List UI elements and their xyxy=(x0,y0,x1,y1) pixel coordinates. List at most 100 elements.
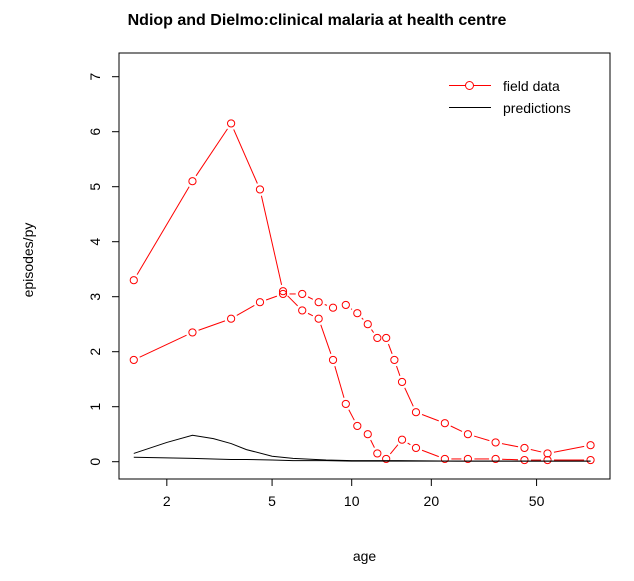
field-data-point xyxy=(363,320,372,329)
legend-item-field-data: field data xyxy=(449,75,571,97)
field-data-point xyxy=(255,185,265,194)
field-data-segment xyxy=(265,295,278,301)
black-line-icon xyxy=(449,107,491,108)
field-data-point xyxy=(341,399,350,409)
field-data-segment xyxy=(502,458,518,461)
field-data-segment xyxy=(530,448,542,453)
field-data-point xyxy=(188,328,197,337)
x-tick-label: 2 xyxy=(163,493,171,509)
field-data-point xyxy=(373,449,382,458)
field-data-point xyxy=(520,455,529,465)
field-data-segment xyxy=(450,425,463,432)
field-data-point xyxy=(314,314,323,323)
field-data-point xyxy=(491,438,500,447)
field-data-point xyxy=(390,355,399,365)
field-data-point xyxy=(328,355,338,365)
x-axis-title: age xyxy=(352,548,377,564)
field-data-segment xyxy=(334,366,345,398)
field-data-segment xyxy=(307,312,314,317)
field-data-segment xyxy=(320,324,332,354)
field-data-segment xyxy=(236,304,255,316)
field-data-point xyxy=(491,454,500,464)
field-data-point xyxy=(227,119,236,128)
y-tick-label: 1 xyxy=(87,403,103,411)
field-data-segment xyxy=(287,295,298,307)
y-tick-label: 3 xyxy=(87,293,103,301)
y-tick-label: 6 xyxy=(87,128,103,136)
field-data-line-sample xyxy=(449,75,491,97)
field-data-segment xyxy=(407,442,411,446)
y-tick-label: 4 xyxy=(87,238,103,246)
legend-label-predictions: predictions xyxy=(503,100,571,116)
field-data-point xyxy=(463,430,473,439)
y-tick-label: 0 xyxy=(87,458,103,466)
legend-label-field-data: field data xyxy=(503,78,560,94)
field-data-segment xyxy=(195,128,228,177)
field-data-segment xyxy=(501,443,519,448)
field-data-segment xyxy=(396,365,401,376)
field-data-point xyxy=(278,287,288,296)
field-data-segment xyxy=(307,296,314,300)
field-data-point xyxy=(328,303,338,312)
field-data-segment xyxy=(198,320,226,331)
field-data-segment xyxy=(350,308,353,310)
y-axis-title: episodes/py xyxy=(20,222,36,298)
circle-marker-icon xyxy=(465,81,474,90)
field-data-point xyxy=(298,306,307,315)
field-data-point xyxy=(129,276,138,285)
chart-title: Ndiop and Dielmo:clinical malaria at hea… xyxy=(127,12,507,29)
field-data-segment xyxy=(324,304,328,306)
field-data-point xyxy=(382,333,391,343)
field-data-segment xyxy=(387,343,393,355)
field-data-segment xyxy=(260,195,283,285)
x-tick-label: 10 xyxy=(344,493,360,509)
field-data-segment xyxy=(389,444,399,455)
field-data-segment xyxy=(139,334,187,358)
field-data-point xyxy=(543,449,552,458)
field-data-point xyxy=(227,314,236,323)
y-tick-label: 2 xyxy=(87,348,103,356)
field-data-point xyxy=(543,455,552,465)
field-data-segment xyxy=(553,445,585,453)
field-data-point xyxy=(586,441,595,450)
field-data-point xyxy=(255,298,265,307)
field-data-point xyxy=(397,377,407,387)
field-data-segment xyxy=(233,129,258,184)
field-data-point xyxy=(382,454,391,464)
field-data-point xyxy=(353,421,362,431)
legend-item-predictions: predictions xyxy=(449,97,571,119)
field-data-segment xyxy=(421,414,439,422)
field-data-point xyxy=(463,454,473,464)
field-data-segment xyxy=(370,439,375,448)
field-data-point xyxy=(411,443,421,453)
legend: field data predictions xyxy=(449,75,571,119)
field-data-point xyxy=(314,298,323,307)
field-data-point xyxy=(298,289,307,299)
field-data-point xyxy=(129,355,138,365)
predictions-line-sample xyxy=(449,97,491,119)
x-tick-label: 50 xyxy=(529,493,545,509)
y-tick-label: 7 xyxy=(87,73,103,81)
field-data-segment xyxy=(348,409,355,421)
field-data-point xyxy=(440,419,449,428)
field-data-point xyxy=(586,455,595,465)
x-tick-label: 5 xyxy=(268,493,276,509)
field-data-point xyxy=(341,300,350,310)
field-data-segment xyxy=(473,435,490,442)
prediction-curve xyxy=(133,456,591,462)
field-data-segment xyxy=(421,449,439,458)
field-data-segment xyxy=(136,186,190,275)
field-data-point xyxy=(411,408,421,417)
field-data-segment xyxy=(404,387,414,407)
field-data-point xyxy=(520,443,529,453)
field-data-point xyxy=(397,435,407,444)
field-data-point xyxy=(188,177,197,186)
field-data-point xyxy=(353,309,362,318)
plot-border xyxy=(118,52,611,480)
field-data-segment xyxy=(371,329,375,333)
field-data-point xyxy=(363,430,372,439)
field-data-point xyxy=(278,289,288,299)
x-tick-label: 20 xyxy=(424,493,440,509)
